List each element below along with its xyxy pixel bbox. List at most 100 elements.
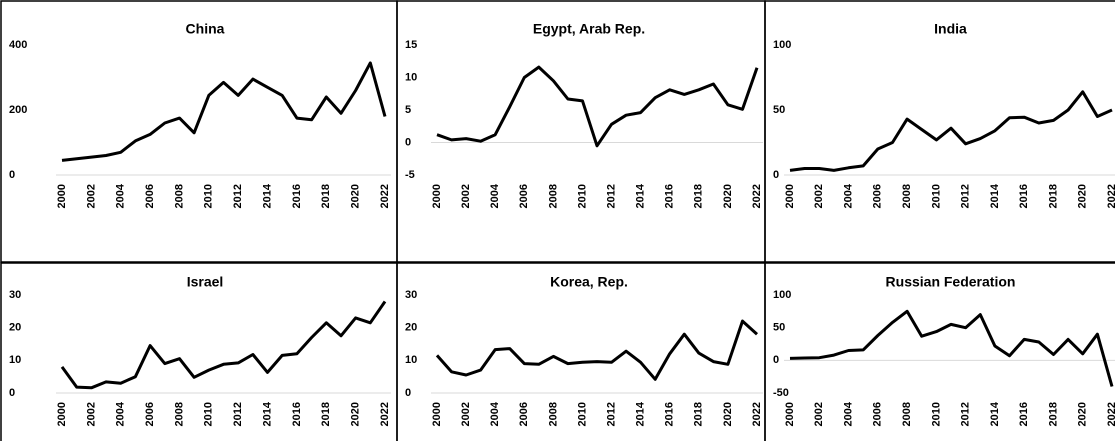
panel-border [764,262,1115,441]
y-tick-label: 0 [405,136,411,148]
panel-title: Russian Federation [886,274,1016,290]
x-tick-label: 2000 [56,184,68,208]
y-tick-label: 100 [773,39,791,51]
x-tick-label: 2006 [144,184,156,208]
x-tick-label: 2004 [489,401,501,426]
y-tick-label: 50 [773,322,785,334]
panel-border [396,0,766,263]
panel-title: Egypt, Arab Rep. [533,21,645,37]
x-tick-label: 2008 [547,402,559,426]
x-tick-label: 2018 [320,402,332,426]
data-line [436,65,759,148]
y-tick-label: 30 [405,289,417,301]
x-tick-label: 2008 [173,402,185,426]
panel-title: India [934,21,967,37]
x-tick-label: 2006 [518,402,530,426]
y-tick-label: 10 [9,354,21,366]
x-tick-label: 2008 [173,184,185,208]
x-tick-label: 2014 [261,401,273,426]
panel: Russian Federation -50 0 50 100 2000 2002 2004 2… [764,262,1115,441]
panel: Israel 0 10 20 30 2000 2002 2004 2006 2008 2010 201… [0,262,398,441]
panel: Egypt, Arab Rep. -5 0 5 10 15 2000 2002 2004 2006… [396,0,766,263]
x-tick-label: 2000 [431,184,443,208]
x-tick-label: 2018 [693,402,705,426]
x-tick-label: 2022 [379,402,391,426]
x-tick-label: 2004 [842,183,854,208]
x-tick-label: 2002 [813,184,825,208]
y-tick-label: 200 [9,104,27,116]
panel-border [0,0,398,263]
x-tick-label: 2012 [605,184,617,208]
x-tick-label: 2020 [722,402,734,426]
y-tick-label: 10 [405,71,417,83]
x-tick-label: 2006 [872,402,884,426]
x-tick-label: 2006 [872,184,884,208]
x-tick-label: 2020 [350,184,362,208]
x-tick-label: 2012 [960,184,972,208]
x-tick-label: 2010 [203,184,215,208]
x-tick-label: 2012 [232,184,244,208]
x-tick-label: 2014 [989,183,1001,208]
panel-title: Korea, Rep. [550,274,628,290]
panel-title: China [186,21,225,37]
y-tick-label: 400 [9,39,27,51]
x-tick-label: 2004 [115,183,127,208]
x-tick-label: 2006 [144,402,156,426]
y-tick-label: -50 [773,387,789,399]
x-tick-label: 2020 [1077,402,1089,426]
x-tick-label: 2014 [635,183,647,208]
x-tick-label: 2022 [379,184,391,208]
y-tick-label: 50 [773,104,785,116]
x-tick-label: 2008 [547,184,559,208]
x-tick-label: 2010 [576,402,588,426]
x-tick-label: 2014 [261,183,273,208]
x-tick-label: 2000 [784,184,796,208]
x-tick-label: 2016 [291,184,303,208]
x-tick-label: 2016 [1018,402,1030,426]
x-tick-label: 2000 [56,402,68,426]
panel: India 0 50 100 2000 2002 2004 2006 2008 2010 2012 2… [764,0,1115,263]
x-tick-label: 2016 [664,184,676,208]
panel: Korea, Rep. 0 10 20 30 2000 2002 2004 2006 2008 20… [396,262,766,441]
x-tick-label: 2002 [85,184,97,208]
x-tick-label: 2018 [320,184,332,208]
x-tick-label: 2018 [1047,184,1059,208]
y-tick-label: 0 [9,387,15,399]
panel-border [764,0,1115,263]
y-tick-label: 0 [773,169,779,181]
data-line [789,309,1114,387]
x-tick-label: 2010 [930,402,942,426]
data-line [61,61,387,162]
x-tick-label: 2002 [813,402,825,426]
data-line [435,319,759,381]
x-tick-label: 2000 [784,402,796,426]
x-tick-label: 2004 [842,401,854,426]
x-tick-label: 2020 [350,402,362,426]
y-tick-label: -5 [405,169,415,181]
y-tick-label: 0 [9,169,15,181]
x-tick-label: 2022 [751,184,763,208]
x-tick-label: 2002 [85,402,97,426]
y-tick-label: 15 [405,39,417,51]
x-tick-label: 2010 [930,184,942,208]
x-tick-label: 2008 [901,184,913,208]
x-tick-label: 2008 [901,402,913,426]
x-tick-label: 2016 [1018,184,1030,208]
x-tick-label: 2014 [635,401,647,426]
x-tick-label: 2018 [1047,402,1059,426]
x-tick-label: 2014 [989,401,1001,426]
x-tick-label: 2022 [1106,184,1115,208]
x-tick-label: 2016 [664,402,676,426]
x-tick-label: 2022 [1106,402,1115,426]
x-tick-label: 2010 [203,402,215,426]
x-tick-label: 2010 [576,184,588,208]
x-tick-label: 2000 [431,402,443,426]
y-tick-label: 0 [405,387,411,399]
panel: China 0 200 400 2000 2002 2004 2006 2008 2010 2012… [0,0,398,263]
y-tick-label: 0 [773,354,779,366]
x-tick-label: 2012 [960,402,972,426]
x-tick-label: 2016 [291,402,303,426]
data-line [789,90,1113,172]
x-tick-label: 2002 [460,184,472,208]
